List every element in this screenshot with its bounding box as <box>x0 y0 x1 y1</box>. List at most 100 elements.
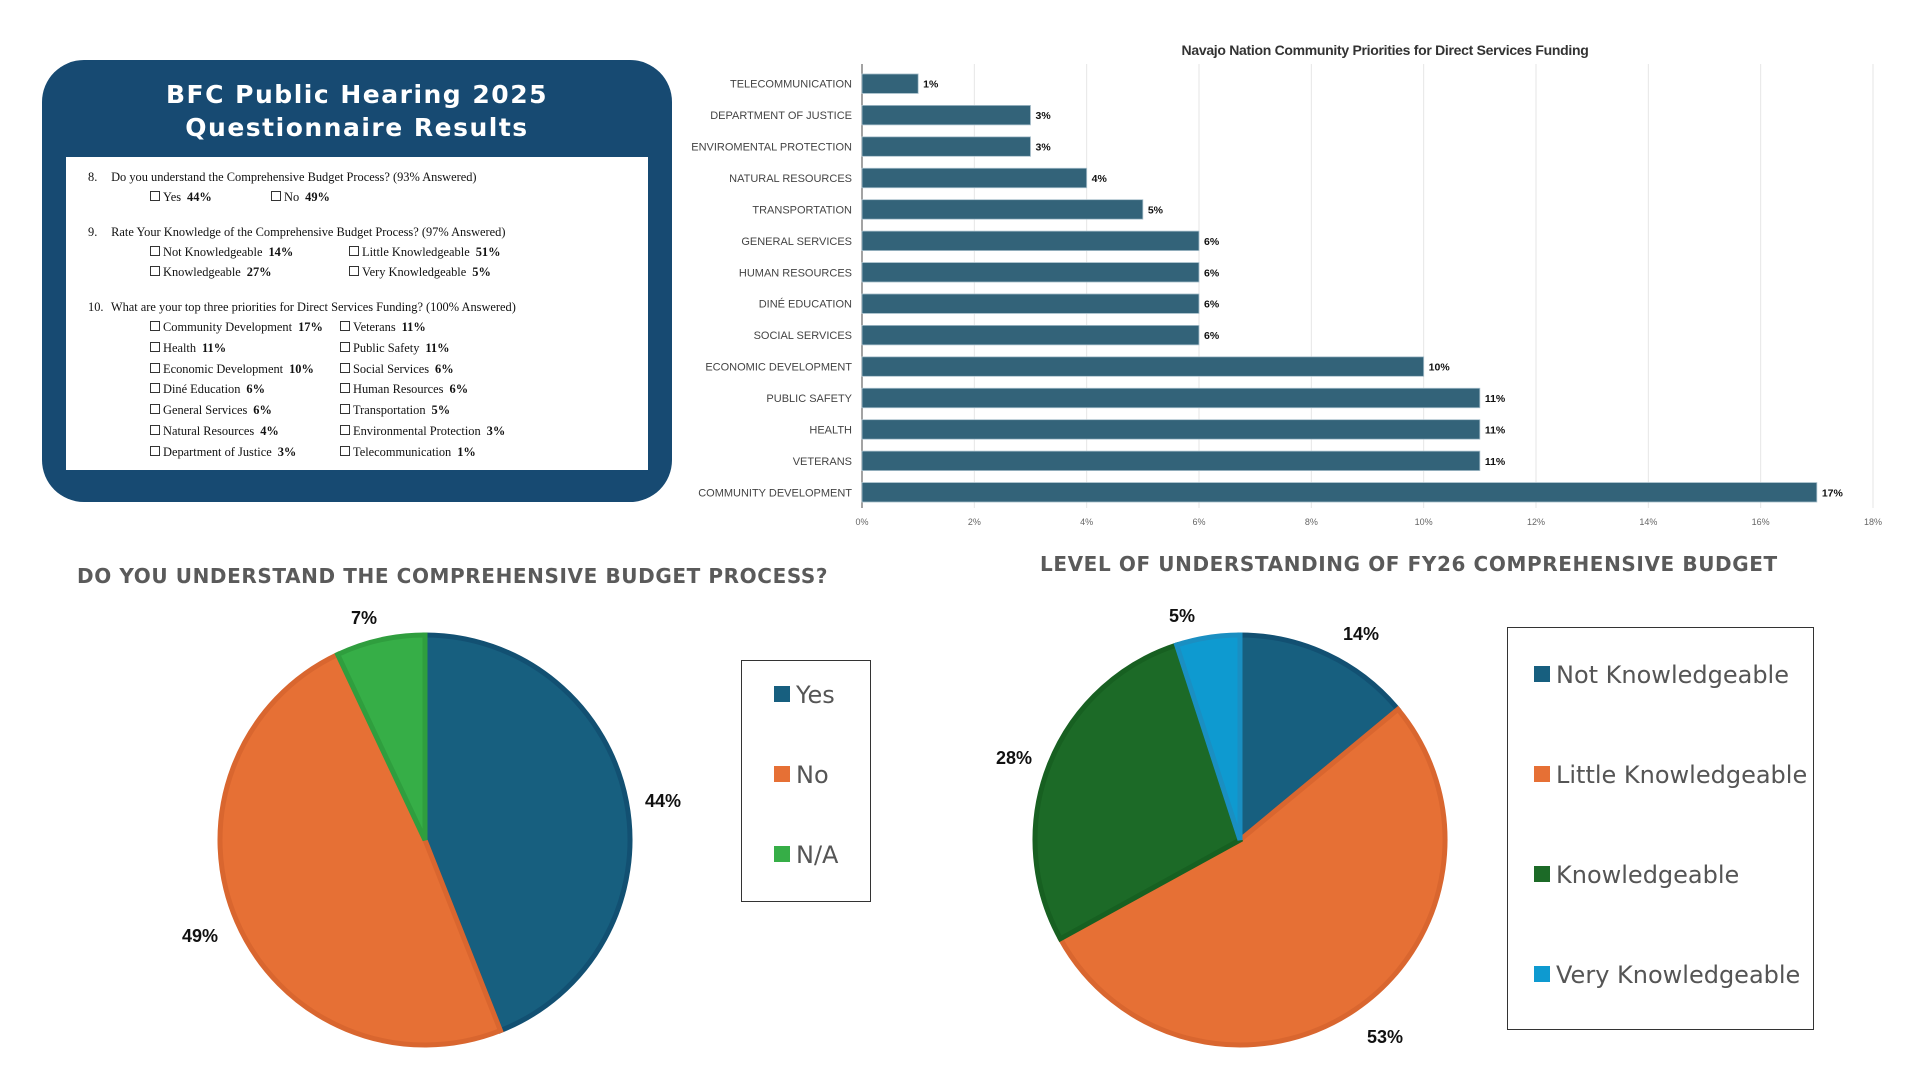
checkbox-icon <box>150 246 160 256</box>
category-label: HEALTH <box>809 424 852 436</box>
x-tick-label: 10% <box>1415 517 1433 527</box>
option-item: Yes 44% <box>150 190 212 205</box>
x-tick-label: 0% <box>855 517 868 527</box>
pie2-legend: Not Knowledgeable Little Knowledgeable K… <box>1507 627 1814 1030</box>
bar <box>861 167 1088 189</box>
option-label: Public Safety <box>353 340 420 355</box>
x-tick-label: 18% <box>1864 517 1882 527</box>
checkbox-icon <box>150 321 160 331</box>
option-value: 6% <box>253 403 272 418</box>
option-item: Social Services 6% <box>340 362 454 377</box>
pie-value-label: 49% <box>182 926 218 946</box>
category-label: DINÉ EDUCATION <box>759 298 852 311</box>
category-label: TRANSPORTATION <box>752 204 852 216</box>
option-label: Not Knowledgeable <box>163 245 263 259</box>
value-label: 17% <box>1822 487 1844 499</box>
pie-slice <box>1237 632 1402 846</box>
legend-swatch <box>1534 966 1550 982</box>
option-item: Transportation 5% <box>340 403 450 418</box>
option-value: 11% <box>401 320 426 334</box>
pie-value-label: 7% <box>351 608 377 628</box>
pie-slice <box>422 632 633 1034</box>
value-label: 3% <box>1036 142 1052 154</box>
legend-swatch <box>1534 666 1550 682</box>
category-label: COMMUNITY DEVELOPMENT <box>698 487 852 499</box>
legend-swatch <box>774 846 790 862</box>
option-label: Department of Justice <box>163 444 272 459</box>
checkbox-icon <box>340 362 350 373</box>
category-label: HUMAN RESOURCES <box>739 267 852 279</box>
pie-slice <box>334 632 428 842</box>
legend-item-very-knowledgeable: Very Knowledgeable <box>1534 961 1800 989</box>
bar <box>861 136 1031 157</box>
question-9: 9. Rate Your Knowledge of the Comprehens… <box>88 225 505 240</box>
value-label: 5% <box>1148 204 1164 216</box>
option-item: Community Development 17% <box>150 320 323 335</box>
category-label: GENERAL SERVICES <box>741 236 852 248</box>
value-label: 6% <box>1204 236 1220 248</box>
x-tick-label: 14% <box>1639 517 1657 527</box>
category-label: SOCIAL SERVICES <box>754 330 852 342</box>
option-item: Environmental Protection 3% <box>340 424 505 439</box>
bar <box>861 73 919 94</box>
legend-item-knowledgeable: Knowledgeable <box>1534 861 1739 889</box>
x-tick-label: 8% <box>1305 517 1318 527</box>
value-label: 11% <box>1485 424 1506 436</box>
value-label: 3% <box>1036 110 1052 122</box>
x-tick-label: 4% <box>1080 517 1093 527</box>
question-10: 10. What are your top three priorities f… <box>88 300 516 315</box>
legend-swatch <box>774 686 790 702</box>
checkbox-icon <box>150 191 160 201</box>
checkbox-icon <box>150 445 160 456</box>
legend-label: Knowledgeable <box>1556 861 1740 889</box>
option-item: Very Knowledgeable 5% <box>349 265 491 280</box>
checkbox-icon <box>271 191 281 201</box>
category-label: PUBLIC SAFETY <box>766 393 852 405</box>
option-label: Little Knowledgeable <box>362 245 470 259</box>
option-value: 6% <box>449 382 469 397</box>
option-item: Not Knowledgeable 14% <box>150 245 293 260</box>
option-value: 5% <box>472 265 491 279</box>
option-value: 49% <box>305 190 330 204</box>
legend-item-little-knowledgeable: Little Knowledgeable <box>1534 761 1807 789</box>
question-number: 9. <box>88 225 98 239</box>
option-value: 44% <box>187 190 212 204</box>
x-tick-label: 16% <box>1752 517 1770 527</box>
checkbox-icon <box>150 362 160 373</box>
option-label: Community Development <box>163 320 293 334</box>
category-label: ENVIROMENTAL PROTECTION <box>691 142 852 154</box>
legend-label: Little Knowledgeable <box>1556 761 1808 789</box>
option-label: General Services <box>163 403 248 418</box>
option-value: 10% <box>289 361 314 376</box>
card-title: BFC Public Hearing 2025 Questionnaire Re… <box>42 78 672 144</box>
bar-chart: TELECOMMUNICATION 1% DEPARTMENT OF JUSTICE… <box>691 64 1882 527</box>
option-value: 1% <box>457 444 476 459</box>
option-label: Transportation <box>353 403 426 418</box>
legend-label: Not Knowledgeable <box>1556 661 1789 689</box>
option-item: Public Safety 11% <box>340 341 450 356</box>
pie2-title: LEVEL OF UNDERSTANDING OF FY26 COMPREHEN… <box>1040 552 1778 576</box>
checkbox-icon <box>150 383 160 394</box>
option-label: Diné Education <box>163 382 241 397</box>
option-item: Economic Development 10% <box>150 362 314 377</box>
bar <box>861 482 1818 503</box>
pie1-title: DO YOU UNDERSTAND THE COMPREHENSIVE BUDG… <box>77 564 829 588</box>
option-label: Very Knowledgeable <box>362 265 467 279</box>
legend-swatch <box>774 766 790 782</box>
option-item: No 49% <box>271 190 330 205</box>
option-label: No <box>284 190 300 204</box>
pie-slice <box>1173 632 1243 841</box>
checkbox-icon <box>150 425 160 435</box>
question-text: What are your top three priorities for D… <box>110 300 516 314</box>
checkbox-icon <box>150 404 160 415</box>
option-value: 6% <box>246 382 266 397</box>
option-label: Natural Resources <box>163 424 255 438</box>
legend-swatch <box>1534 766 1550 782</box>
checkbox-icon <box>340 445 350 456</box>
checkbox-icon <box>340 383 350 394</box>
bar <box>861 450 1481 472</box>
questionnaire-document: 8. Do you understand the Comprehensive B… <box>66 157 648 470</box>
pie-value-label: 53% <box>1367 1027 1403 1047</box>
pie-value-label: 44% <box>645 791 681 811</box>
legend-label: N/A <box>796 841 839 869</box>
